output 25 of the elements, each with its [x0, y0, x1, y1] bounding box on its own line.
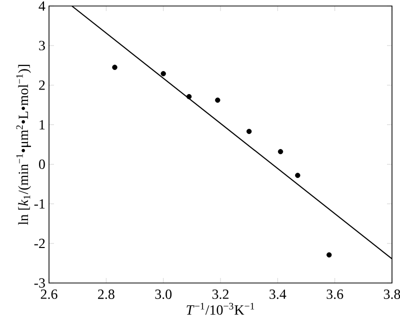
x-tick-label: 3.0: [155, 290, 172, 300]
y-tick-label: -1: [34, 199, 45, 208]
y-tick-label: 0: [39, 160, 45, 170]
x-tick-label: 3.2: [212, 290, 228, 299]
y-tick-label: 4: [38, 1, 46, 11]
x-tick-label: 3.6: [326, 290, 344, 299]
y-tick-label: 1: [40, 120, 45, 130]
y-tick-label: 3: [39, 40, 45, 50]
y-tick-label: 2: [39, 80, 45, 90]
x-tick-label: 2.8: [98, 290, 114, 300]
x-tick-label: 3.8: [384, 290, 400, 300]
point: [246, 128, 252, 134]
x-tick-label: 3.4: [270, 290, 286, 299]
point: [112, 64, 118, 70]
point: [295, 172, 300, 178]
y-tick-label: -2: [34, 238, 45, 248]
y-tick-label: -3: [34, 278, 45, 288]
text: ln [k$_{1}$/(min$^{−1}$•μm$^{2}$•L•mol$^{−1}$)]: [16, 64, 31, 225]
x-tick-label: 2.6: [40, 290, 58, 299]
x-axis-title: T$^{−1}$/10$^{−3}$K$^{−1}$: [186, 302, 254, 315]
point: [160, 71, 166, 76]
point: [278, 149, 284, 154]
point: [215, 98, 220, 103]
point: [186, 94, 192, 100]
point: [326, 252, 332, 258]
